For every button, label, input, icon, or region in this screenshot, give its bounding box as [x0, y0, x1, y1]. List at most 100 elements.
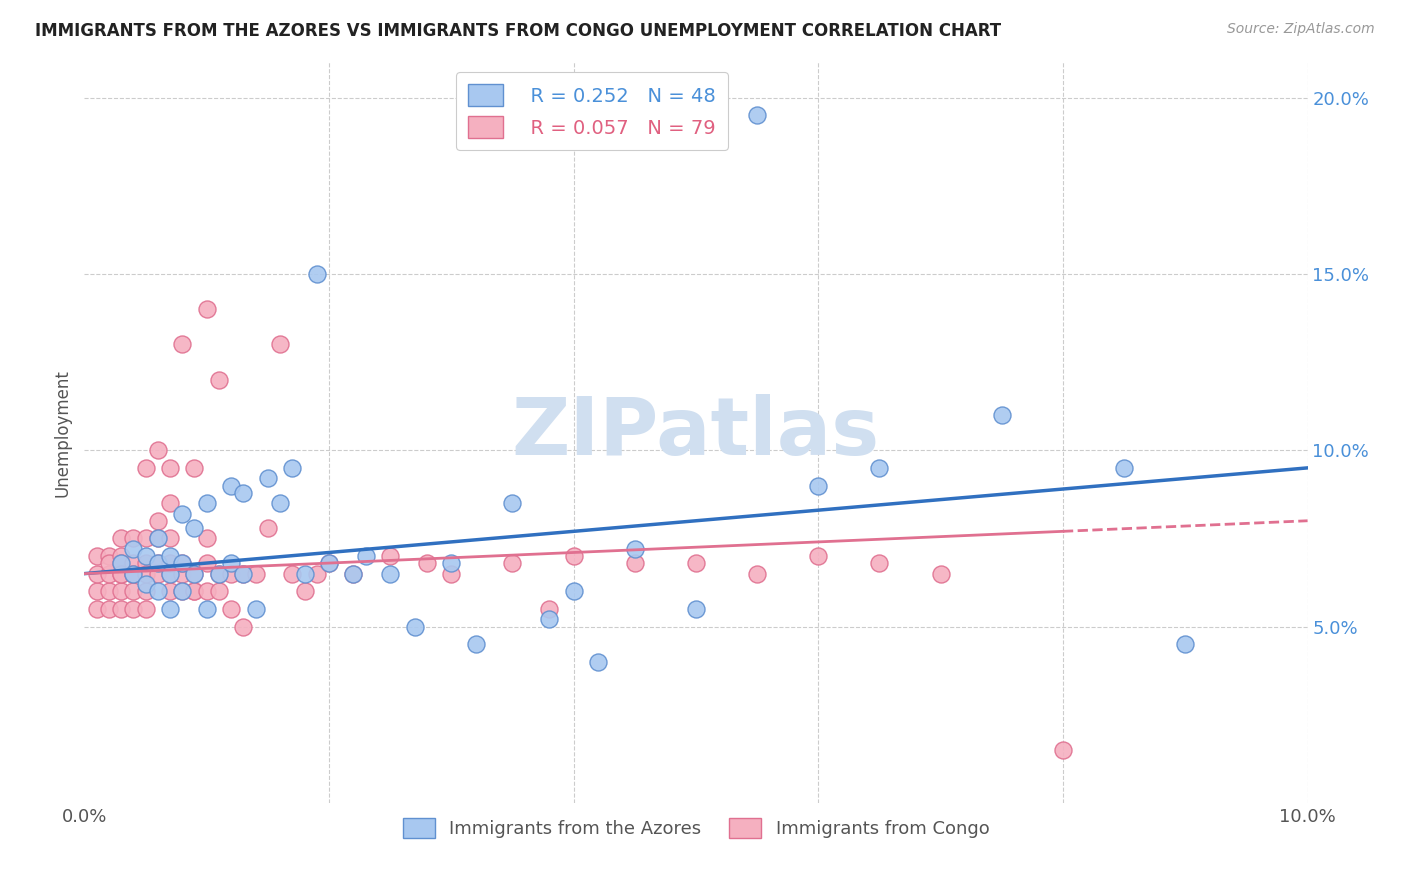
Point	[208, 584, 231, 599]
Point	[86, 549, 108, 563]
Point	[195, 602, 218, 616]
Point	[183, 584, 205, 599]
Point	[195, 532, 218, 546]
Point	[195, 496, 218, 510]
Point	[305, 566, 328, 581]
Point	[624, 556, 647, 570]
Point	[929, 566, 952, 581]
Point	[257, 521, 280, 535]
Point	[183, 566, 205, 581]
Point	[159, 602, 181, 616]
Point	[562, 549, 585, 563]
Point	[538, 602, 561, 616]
Point	[183, 584, 205, 599]
Point	[195, 302, 218, 317]
Point	[502, 556, 524, 570]
Point	[342, 566, 364, 581]
Legend: Immigrants from the Azores, Immigrants from Congo: Immigrants from the Azores, Immigrants f…	[395, 810, 997, 846]
Point	[586, 655, 609, 669]
Point	[135, 577, 157, 591]
Point	[172, 556, 194, 570]
Point	[146, 556, 169, 570]
Point	[122, 584, 145, 599]
Text: Source: ZipAtlas.com: Source: ZipAtlas.com	[1227, 22, 1375, 37]
Point	[685, 602, 707, 616]
Point	[146, 532, 169, 546]
Point	[195, 556, 218, 570]
Point	[110, 556, 132, 570]
Point	[159, 584, 181, 599]
Point	[380, 566, 402, 581]
Point	[269, 496, 291, 510]
Point	[464, 637, 486, 651]
Point	[219, 566, 242, 581]
Point	[97, 584, 120, 599]
Point	[159, 566, 181, 581]
Point	[208, 566, 231, 581]
Text: IMMIGRANTS FROM THE AZORES VS IMMIGRANTS FROM CONGO UNEMPLOYMENT CORRELATION CHA: IMMIGRANTS FROM THE AZORES VS IMMIGRANTS…	[35, 22, 1001, 40]
Point	[159, 566, 181, 581]
Point	[110, 566, 132, 581]
Point	[342, 566, 364, 581]
Point	[305, 267, 328, 281]
Point	[159, 496, 181, 510]
Point	[122, 556, 145, 570]
Point	[281, 461, 304, 475]
Point	[159, 532, 181, 546]
Point	[294, 584, 316, 599]
Point	[110, 556, 132, 570]
Point	[208, 373, 231, 387]
Point	[416, 556, 439, 570]
Point	[269, 337, 291, 351]
Point	[232, 566, 254, 581]
Point	[135, 532, 157, 546]
Point	[172, 584, 194, 599]
Point	[562, 584, 585, 599]
Point	[122, 566, 145, 581]
Point	[86, 566, 108, 581]
Point	[318, 556, 340, 570]
Point	[538, 612, 561, 626]
Point	[219, 478, 242, 492]
Y-axis label: Unemployment: Unemployment	[53, 368, 72, 497]
Point	[110, 566, 132, 581]
Point	[624, 541, 647, 556]
Point	[146, 443, 169, 458]
Point	[219, 602, 242, 616]
Point	[281, 566, 304, 581]
Point	[135, 461, 157, 475]
Point	[172, 584, 194, 599]
Point	[146, 584, 169, 599]
Point	[294, 566, 316, 581]
Point	[110, 549, 132, 563]
Point	[146, 514, 169, 528]
Point	[991, 408, 1014, 422]
Point	[172, 507, 194, 521]
Point	[502, 496, 524, 510]
Point	[1114, 461, 1136, 475]
Point	[122, 566, 145, 581]
Point	[110, 532, 132, 546]
Point	[97, 602, 120, 616]
Point	[232, 485, 254, 500]
Point	[208, 566, 231, 581]
Text: ZIPatlas: ZIPatlas	[512, 393, 880, 472]
Point	[869, 461, 891, 475]
Point	[183, 566, 205, 581]
Point	[122, 602, 145, 616]
Point	[172, 566, 194, 581]
Point	[440, 566, 463, 581]
Point	[146, 532, 169, 546]
Point	[135, 566, 157, 581]
Point	[159, 461, 181, 475]
Point	[110, 584, 132, 599]
Point	[807, 478, 830, 492]
Point	[440, 556, 463, 570]
Point	[86, 584, 108, 599]
Point	[172, 556, 194, 570]
Point	[97, 556, 120, 570]
Point	[1174, 637, 1197, 651]
Point	[404, 619, 426, 633]
Point	[747, 108, 769, 122]
Point	[232, 566, 254, 581]
